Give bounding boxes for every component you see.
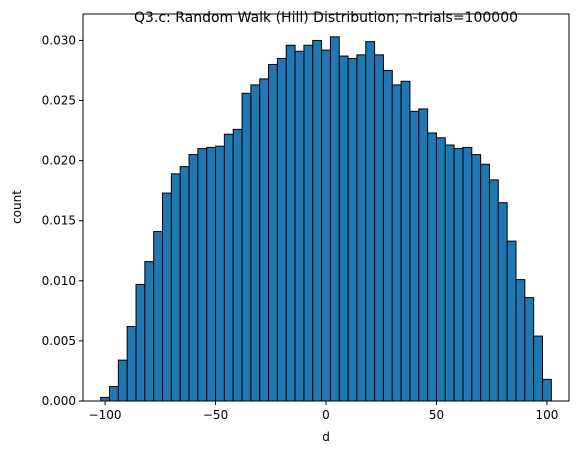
- y-tick-label: 0.000: [42, 394, 76, 408]
- histogram-bar: [188, 154, 199, 402]
- histogram-bar: [170, 173, 181, 402]
- histogram-bar: [232, 128, 243, 402]
- histogram-bar: [427, 132, 437, 402]
- histogram-bar: [268, 63, 278, 402]
- histogram-bars: [100, 36, 552, 402]
- histogram-bar: [109, 386, 119, 402]
- y-tick-label: 0.005: [42, 334, 76, 348]
- histogram-bar: [241, 92, 252, 402]
- histogram-bar: [480, 163, 490, 402]
- x-tick-label: −50: [203, 408, 228, 422]
- histogram-bar: [471, 154, 482, 402]
- histogram-bar: [418, 108, 429, 402]
- histogram-bar: [453, 148, 464, 402]
- histogram-bar: [374, 54, 384, 402]
- histogram-bar: [347, 57, 358, 402]
- histogram-bar: [329, 36, 340, 402]
- histogram-bar: [153, 231, 164, 402]
- histogram-bar: [435, 137, 446, 402]
- x-axis-label: d: [322, 430, 330, 444]
- histogram-bar: [444, 144, 455, 402]
- histogram-bar: [321, 49, 331, 402]
- histogram-bar: [506, 240, 517, 402]
- y-tick-label: 0.020: [42, 154, 76, 168]
- x-tick-label: 100: [535, 408, 558, 422]
- histogram-bar: [162, 192, 172, 402]
- y-axis-ticks: 0.000 0.005 0.010 0.015 0.020 0.025 0.030: [42, 33, 83, 408]
- histogram-bar: [197, 148, 208, 402]
- histogram-bar: [541, 378, 552, 402]
- histogram-bar: [250, 84, 261, 402]
- y-tick-label: 0.015: [42, 214, 76, 228]
- histogram-bar: [294, 50, 305, 402]
- histogram-bar: [303, 44, 314, 402]
- histogram-bar: [312, 39, 323, 402]
- x-tick-label: 0: [322, 408, 330, 422]
- histogram-bar: [365, 41, 376, 402]
- histogram-bar: [382, 69, 393, 402]
- histogram-bar: [285, 44, 296, 402]
- histogram-bar: [206, 146, 217, 402]
- histogram-bar: [488, 179, 499, 402]
- histogram-bar: [400, 80, 411, 402]
- histogram-bar: [126, 325, 137, 402]
- histogram-bar: [497, 202, 508, 402]
- histogram-bar: [117, 359, 128, 402]
- histogram-bar: [409, 110, 420, 402]
- y-tick-label: 0.025: [42, 94, 76, 108]
- histogram-bar: [356, 54, 367, 402]
- histogram-bar: [100, 396, 111, 402]
- histogram-bar: [259, 78, 270, 402]
- histogram-bar: [135, 283, 146, 402]
- histogram-bar: [533, 335, 543, 402]
- histogram-bar: [179, 166, 190, 402]
- histogram-bar: [524, 297, 535, 402]
- x-axis-ticks: −100 −50 0 50 100: [89, 401, 558, 422]
- x-tick-label: 50: [429, 408, 444, 422]
- histogram-bar: [391, 84, 402, 402]
- y-axis-label: count: [10, 190, 24, 224]
- histogram-bar: [515, 279, 526, 402]
- histogram-bar: [338, 55, 349, 402]
- histogram-bar: [276, 57, 287, 402]
- histogram-bar: [144, 261, 155, 402]
- histogram-bar: [462, 146, 473, 402]
- histogram-bar: [215, 145, 225, 402]
- histogram-bar: [223, 133, 234, 402]
- chart-title: Q3.c: Random Walk (Hill) Distribution; n…: [134, 10, 518, 26]
- x-tick-label: −100: [89, 408, 122, 422]
- y-tick-label: 0.030: [42, 33, 76, 47]
- y-tick-label: 0.010: [42, 274, 76, 288]
